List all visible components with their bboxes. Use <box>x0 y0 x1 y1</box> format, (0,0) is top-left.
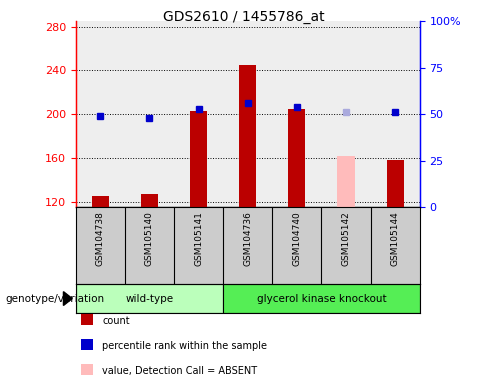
Bar <box>141 194 158 207</box>
Bar <box>239 65 256 207</box>
Text: GSM105142: GSM105142 <box>342 211 350 266</box>
Text: count: count <box>102 316 130 326</box>
Bar <box>288 109 305 207</box>
Bar <box>386 160 404 207</box>
Text: GSM104740: GSM104740 <box>292 211 301 266</box>
Bar <box>223 284 420 313</box>
Polygon shape <box>63 292 72 306</box>
Text: percentile rank within the sample: percentile rank within the sample <box>102 341 267 351</box>
Text: GDS2610 / 1455786_at: GDS2610 / 1455786_at <box>163 10 325 23</box>
Text: GSM105140: GSM105140 <box>145 211 154 266</box>
Bar <box>337 156 355 207</box>
Text: GSM104736: GSM104736 <box>243 211 252 266</box>
Text: GSM104738: GSM104738 <box>96 211 105 266</box>
Text: wild-type: wild-type <box>125 293 173 304</box>
Text: GSM105144: GSM105144 <box>390 211 400 266</box>
Text: value, Detection Call = ABSENT: value, Detection Call = ABSENT <box>102 366 258 376</box>
Bar <box>76 284 223 313</box>
Text: genotype/variation: genotype/variation <box>5 293 104 304</box>
Text: GSM105141: GSM105141 <box>194 211 203 266</box>
Bar <box>92 196 109 207</box>
Bar <box>190 111 207 207</box>
Text: glycerol kinase knockout: glycerol kinase knockout <box>257 293 386 304</box>
